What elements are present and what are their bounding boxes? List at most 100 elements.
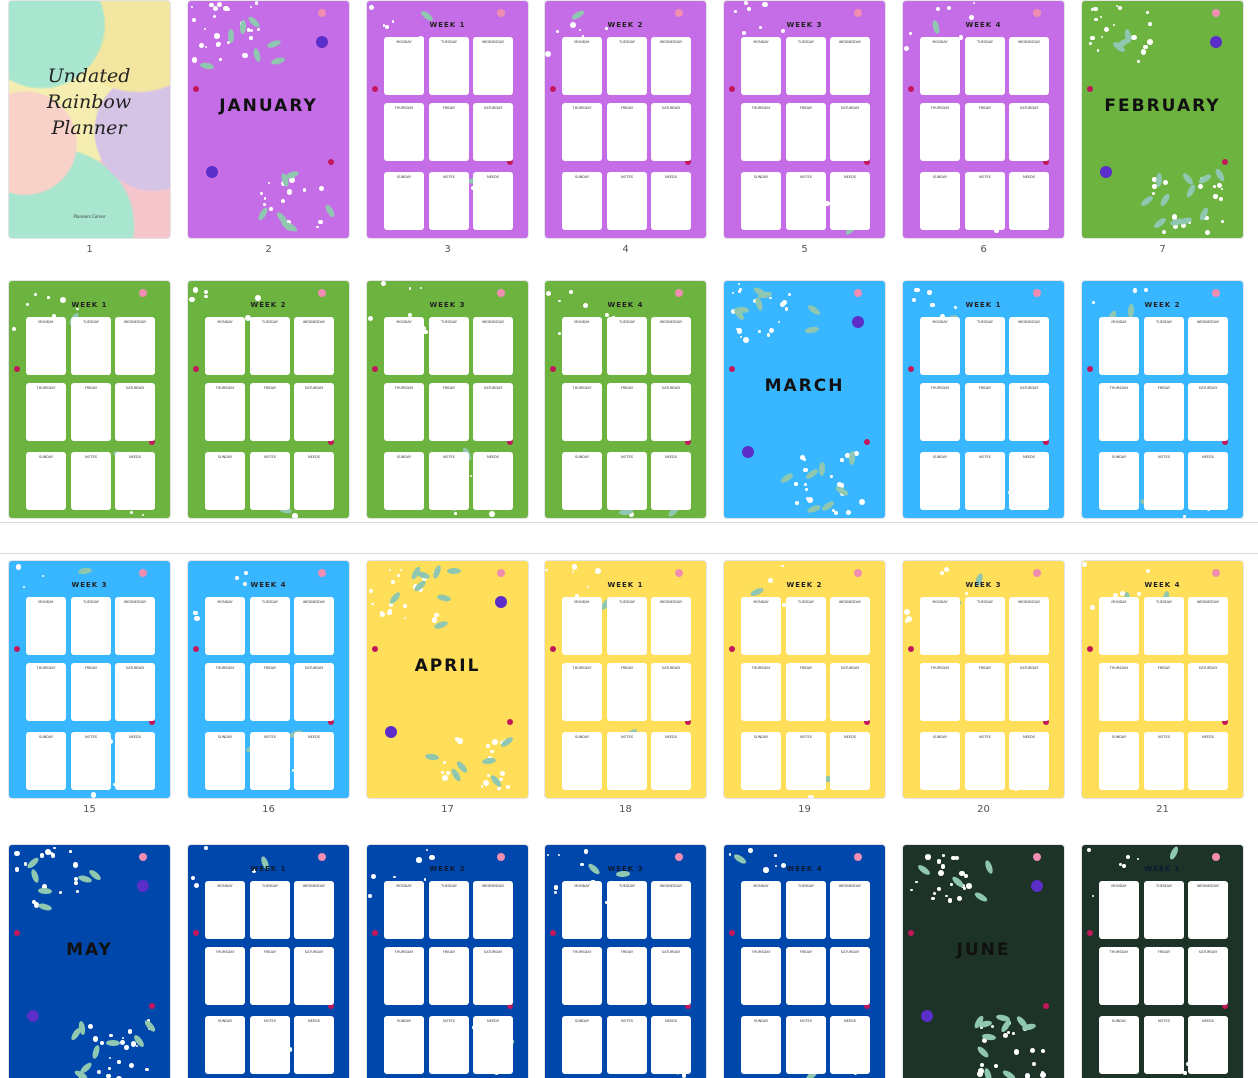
page-thumbnail[interactable]: WEEK 1 MONDAY TUESDAY WEDNESDAY THURSDAY FRID…: [188, 845, 349, 1078]
page-thumbnail[interactable]: WEEK 4 MONDAY TUESDAY WEDNESDAY THURSDAY FRID…: [545, 281, 706, 518]
decor-dot: [242, 581, 248, 587]
page-thumbnail[interactable]: MARCH: [724, 281, 885, 518]
page-thumbnail[interactable]: WEEK 1 MONDAY TUESDAY WEDNESDAY THURSDAY FRID…: [1082, 845, 1243, 1078]
page-thumbnail[interactable]: WEEK 1 MONDAY TUESDAY WEDNESDAY THURSDAY FRID…: [9, 281, 170, 518]
day-card: [473, 881, 513, 939]
page-thumbnail[interactable]: WEEK 3 MONDAY TUESDAY WEDNESDAY THURSDAY FRID…: [367, 281, 528, 518]
decor-dot: [39, 853, 45, 858]
page-thumbnail[interactable]: WEEK 4 MONDAY TUESDAY WEDNESDAY THURSDAY FRID…: [724, 845, 885, 1078]
page-thumbnail[interactable]: WEEK 3 MONDAY TUESDAY WEDNESDAY THURSDAY FRID…: [724, 1, 885, 238]
day-card: [205, 732, 245, 790]
decor-dot: [994, 228, 999, 234]
decor-dot: [193, 610, 198, 616]
day-label: SATURDAY: [304, 666, 324, 670]
day-label: NOTES: [800, 735, 812, 739]
day-label: WEDNESDAY: [1017, 40, 1041, 44]
page-thumbnail[interactable]: WEEK 2 MONDAY TUESDAY WEDNESDAY THURSDAY FRID…: [724, 561, 885, 798]
page-thumbnail[interactable]: WEEK 2 MONDAY TUESDAY WEDNESDAY THURSDAY FRID…: [188, 281, 349, 518]
day-card: [250, 383, 290, 441]
page-thumbnail[interactable]: MAY: [9, 845, 170, 1078]
page-thumbnail[interactable]: WEEK 1 MONDAY TUESDAY WEDNESDAY THURSDAY FRID…: [545, 561, 706, 798]
decor-dot: [1218, 197, 1223, 202]
page-thumbnail[interactable]: WEEK 1 MONDAY TUESDAY WEDNESDAY THURSDAY FRID…: [367, 1, 528, 238]
day-label: THURSDAY: [36, 666, 56, 670]
decor-flower: [1031, 880, 1043, 892]
decor-dot: [108, 1033, 113, 1038]
day-label: TUESDAY: [261, 884, 279, 888]
page-thumbnail[interactable]: WEEK 4 MONDAY TUESDAY WEDNESDAY THURSDAY FRID…: [188, 561, 349, 798]
decor-leaf: [324, 203, 337, 219]
week-title: WEEK 2: [1144, 301, 1181, 309]
decor-dot: [389, 568, 392, 571]
decor-dot: [491, 739, 498, 745]
day-label: MONDAY: [574, 40, 590, 44]
day-card: [26, 663, 66, 721]
decor-dot: [384, 25, 389, 30]
decor-dot: [429, 854, 435, 861]
day-label: NEEDS: [308, 455, 320, 459]
day-card: [562, 103, 602, 161]
decor-flower: [675, 569, 683, 577]
decor-leaf: [818, 461, 826, 476]
day-card: [562, 37, 602, 95]
day-card: [26, 317, 66, 375]
page-thumbnail[interactable]: WEEK 2 MONDAY TUESDAY WEDNESDAY THURSDAY FRID…: [545, 1, 706, 238]
page-thumbnail[interactable]: WEEK 4 MONDAY TUESDAY WEDNESDAY THURSDAY FRID…: [1082, 561, 1243, 798]
page-thumbnail[interactable]: FEBRUARY: [1082, 1, 1243, 238]
page-thumbnail[interactable]: WEEK 3 MONDAY TUESDAY WEDNESDAY THURSDAY FRID…: [545, 845, 706, 1078]
decor-dot: [198, 43, 204, 49]
day-label: MONDAY: [574, 600, 590, 604]
decor-dot: [581, 35, 585, 39]
day-label: NEEDS: [129, 735, 141, 739]
decor-dot: [784, 306, 789, 311]
decor-dot: [418, 586, 424, 593]
decor-dot: [605, 27, 608, 30]
page-thumbnail[interactable]: APRIL: [367, 561, 528, 798]
page-thumbnail[interactable]: WEEK 1 MONDAY TUESDAY WEDNESDAY THURSDAY FRID…: [903, 281, 1064, 518]
day-card: [1188, 597, 1228, 655]
decor-dot: [1204, 215, 1209, 220]
day-label: TUESDAY: [797, 40, 815, 44]
decor-dot: [391, 20, 395, 23]
day-card: [429, 103, 469, 161]
page-thumbnail[interactable]: JANUARY: [188, 1, 349, 238]
decor-flower: [852, 316, 864, 328]
decor-dot: [1171, 214, 1178, 220]
day-label: FRIDAY: [84, 666, 98, 670]
decor-dot: [367, 893, 373, 899]
decor-leaf: [388, 590, 402, 606]
page-thumbnail[interactable]: WEEK 2 MONDAY TUESDAY WEDNESDAY THURSDAY FRID…: [1082, 281, 1243, 518]
day-label: MONDAY: [753, 40, 769, 44]
day-card: [1188, 317, 1228, 375]
day-card: [294, 317, 334, 375]
page-thumbnail[interactable]: JUNE: [903, 845, 1064, 1078]
decor-dot: [782, 299, 788, 305]
day-card: [473, 947, 513, 1005]
page-thumbnail[interactable]: WEEK 3 MONDAY TUESDAY WEDNESDAY THURSDAY FRID…: [903, 561, 1064, 798]
decor-flower: [206, 166, 218, 178]
decor-dot: [425, 848, 428, 851]
day-card: [830, 103, 870, 161]
day-label: NOTES: [264, 1019, 276, 1023]
decor-dot: [12, 327, 17, 331]
decor-dot: [369, 589, 374, 594]
decor-dot: [480, 785, 483, 788]
decor-dot: [318, 185, 325, 192]
page-thumbnail[interactable]: Undated Rainbow Planner Planners Corner: [9, 1, 170, 238]
day-card: [71, 317, 111, 375]
day-card: [920, 732, 960, 790]
page-thumbnail[interactable]: WEEK 2 MONDAY TUESDAY WEDNESDAY THURSDAY FRID…: [367, 845, 528, 1078]
page-thumbnail[interactable]: WEEK 3 MONDAY TUESDAY WEDNESDAY THURSDAY FRID…: [9, 561, 170, 798]
decor-dot: [1031, 1061, 1036, 1066]
day-label: WEDNESDAY: [1196, 600, 1220, 604]
decor-dot: [22, 585, 25, 589]
day-label: WEDNESDAY: [481, 320, 505, 324]
page-number: 19: [798, 804, 811, 815]
day-card: [473, 103, 513, 161]
day-card: [786, 947, 826, 1005]
day-card: [741, 881, 781, 939]
day-label: THURSDAY: [572, 386, 592, 390]
page-thumbnail[interactable]: WEEK 4 MONDAY TUESDAY WEDNESDAY THURSDAY FRID…: [903, 1, 1064, 238]
day-label: SUNDAY: [753, 175, 769, 179]
decor-flower: [550, 646, 556, 652]
